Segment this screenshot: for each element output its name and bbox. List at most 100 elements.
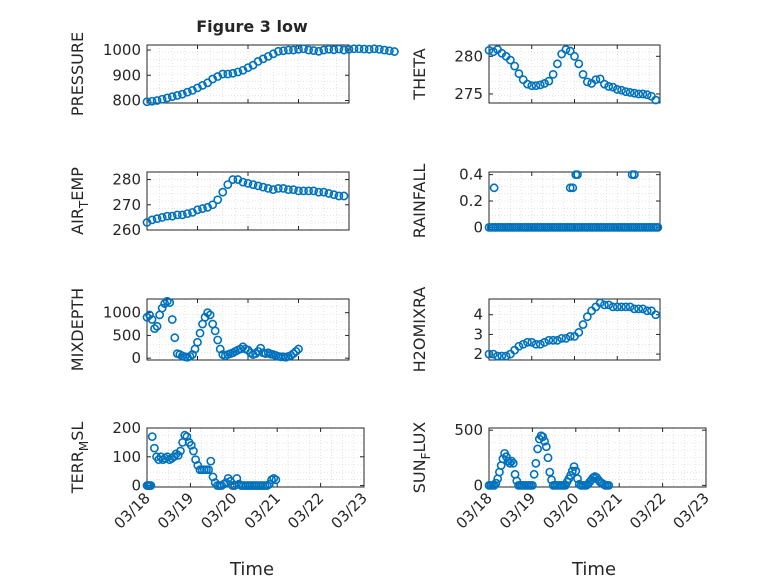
data-point (638, 304, 648, 314)
data-point (157, 303, 167, 313)
data-point (553, 59, 562, 69)
data-point (157, 212, 167, 222)
data-point (484, 45, 494, 55)
data-point (501, 452, 511, 462)
y-tick-label: 0 (473, 218, 483, 236)
data-point (238, 65, 248, 75)
data-point (228, 68, 238, 78)
x-tick-label: 03/21 (241, 489, 284, 532)
data-point (299, 44, 308, 54)
data-point (617, 85, 626, 95)
data-point (604, 300, 614, 310)
x-tick-label: 03/21 (583, 489, 626, 532)
data-point (612, 85, 622, 94)
data-point (634, 304, 644, 314)
data-point (294, 344, 303, 354)
data-point (600, 300, 609, 310)
data-point (514, 341, 524, 351)
data-point (364, 44, 374, 54)
data-point (289, 349, 298, 359)
data-point (629, 170, 639, 180)
y-tick-label: 275 (454, 85, 483, 103)
data-point (177, 89, 187, 99)
data-point (612, 302, 622, 312)
data-point (160, 299, 170, 308)
y-tick-label: 1000 (103, 304, 141, 322)
data-point (651, 310, 661, 320)
x-tick-label: 03/22 (626, 489, 669, 532)
data-point (238, 177, 248, 187)
data-point (278, 183, 288, 193)
data-point (248, 180, 258, 190)
data-point (299, 186, 308, 196)
data-point (329, 45, 339, 55)
subplot-second-right: 0 0.2 0.4 RAINFALL (410, 164, 663, 238)
y-tick-label: 0 (131, 477, 141, 495)
data-point (488, 349, 498, 359)
x-tick-label: 03/23 (670, 489, 713, 532)
data-point (205, 310, 215, 320)
subplot-third-left: 0 500 1000 MIXDEPTH (68, 288, 350, 371)
data-point (503, 456, 513, 466)
x-tick-label: 03/19 (154, 489, 197, 532)
data-point (625, 88, 635, 97)
data-point (568, 183, 578, 193)
data-point (638, 89, 648, 99)
data-point (172, 91, 182, 100)
data-point (501, 351, 511, 361)
grid (489, 172, 660, 230)
data-point (256, 343, 266, 353)
data-point (198, 80, 207, 90)
data-point (374, 44, 384, 54)
data-point (527, 337, 537, 347)
data-point (152, 321, 162, 331)
data-point (278, 46, 288, 56)
data-point (294, 44, 303, 54)
data-point (150, 324, 159, 333)
data-point (604, 82, 614, 91)
data-point (561, 45, 571, 54)
y-tick-label: 3 (473, 325, 483, 343)
y-tick-label: 0.4 (459, 166, 483, 184)
y-tick-label: 280 (112, 171, 141, 189)
data-point (263, 183, 273, 193)
data-point (193, 83, 202, 93)
x-tick-label: 03/18 (453, 489, 496, 532)
data-point (369, 44, 379, 54)
y-tick-label: 900 (112, 66, 141, 84)
data-point (223, 69, 233, 79)
data-point (243, 178, 253, 188)
y-tick-label: 200 (112, 419, 141, 437)
data-point (528, 480, 537, 490)
data-point (152, 214, 162, 224)
data-point (289, 185, 298, 195)
data-point (165, 298, 175, 308)
data-point (213, 195, 223, 205)
data-series (142, 44, 399, 107)
data-point (334, 44, 344, 54)
axes-box (488, 427, 707, 488)
data-point (258, 182, 268, 192)
data-point (283, 185, 293, 195)
data-point (324, 44, 334, 54)
subplot-top-left: 800 900 1000 PRESSURE (68, 32, 399, 116)
data-point (167, 315, 177, 324)
data-point (507, 456, 516, 466)
data-point (544, 335, 554, 345)
data-point (218, 187, 228, 197)
data-point (566, 471, 575, 480)
data-point (264, 479, 274, 489)
data-point (228, 175, 238, 184)
data-point (529, 469, 539, 479)
data-point (329, 190, 339, 200)
data-point (170, 333, 180, 343)
subplot-second-left: 260 270 280 AIRTEMP (68, 167, 350, 239)
data-point (493, 351, 502, 361)
data-point (319, 45, 329, 55)
data-point (505, 458, 515, 468)
data-point (508, 458, 518, 468)
data-point (273, 183, 283, 193)
data-point (565, 46, 575, 56)
